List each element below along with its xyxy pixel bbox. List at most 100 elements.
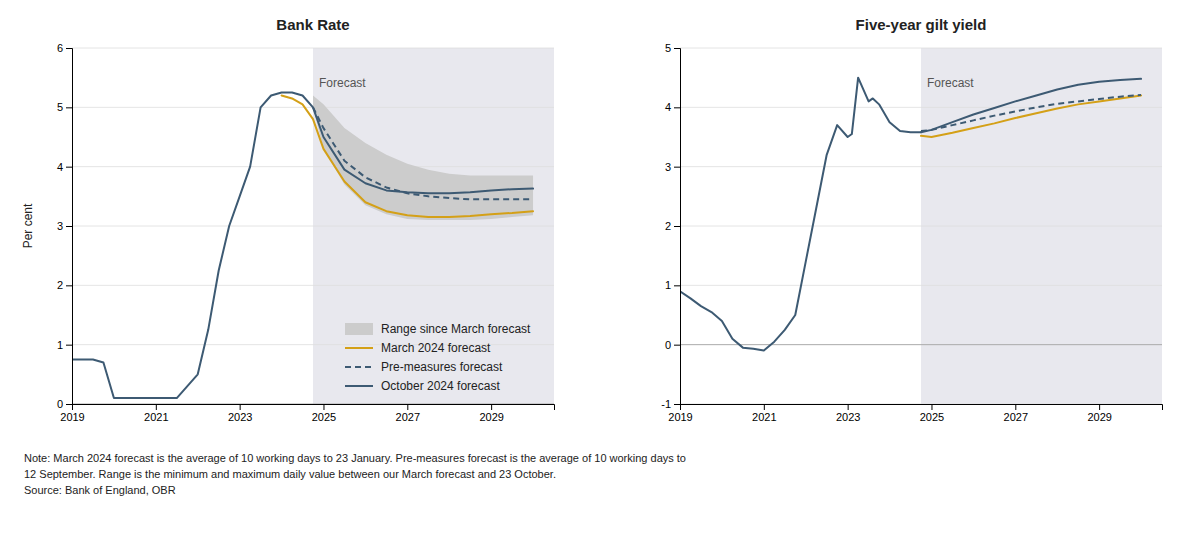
legend-swatch: [345, 347, 373, 349]
x-tick: 2025: [312, 404, 336, 423]
grid-line: [72, 48, 554, 49]
grid-line: [680, 107, 1162, 108]
grid-line: [680, 226, 1162, 227]
notes: Note: March 2024 forecast is the average…: [24, 452, 686, 496]
x-tick-mark: [1015, 404, 1016, 410]
y-tick-mark: [66, 404, 72, 405]
annotation: Forecast: [927, 76, 974, 90]
legend-label: Pre-measures forecast: [381, 360, 503, 374]
y-tick-label: 1: [665, 279, 671, 291]
note: Note: March 2024 forecast is the average…: [24, 452, 686, 464]
chart-panel: 2019202120232025202720290123456Bank Rate…: [21, 16, 555, 423]
series-line: [921, 95, 1141, 131]
x-tick-label: 2021: [144, 411, 168, 423]
y-tick-mark: [674, 345, 680, 346]
y-tick: 2: [665, 220, 680, 232]
x-tick: 2027: [1004, 404, 1028, 423]
x-axis-line: [73, 405, 555, 411]
y-tick-mark: [674, 107, 680, 108]
x-tick-label: 2019: [668, 411, 692, 423]
note: Source: Bank of England, OBR: [24, 484, 176, 496]
x-axis: 2019 2021 2023 2025 2027 2029: [668, 404, 1162, 423]
y-tick-mark: [66, 167, 72, 168]
x-tick-mark: [848, 404, 849, 410]
grid-line: [680, 344, 1162, 345]
y-tick-label: 6: [57, 42, 63, 54]
range-area: [313, 95, 533, 220]
y-tick-label: 5: [665, 42, 671, 54]
y-tick: 4: [57, 161, 72, 173]
series-group: [680, 78, 1141, 351]
grid-line: [680, 48, 1162, 49]
legend-label: Range since March forecast: [381, 322, 531, 336]
y-tick: 6: [57, 42, 72, 54]
y-tick-label: 0: [57, 398, 63, 410]
y-axis-line: [674, 49, 681, 405]
x-tick: 2029: [479, 404, 503, 423]
x-tick: 2019: [668, 404, 692, 423]
x-axis: 201920212023202520272029: [60, 404, 554, 423]
x-tick: 2019: [60, 404, 84, 423]
x-tick-mark: [323, 404, 324, 410]
legend-swatch: [345, 366, 373, 368]
grid-line: [680, 166, 1162, 167]
y-tick: 1: [57, 339, 72, 351]
legend-swatch: [345, 385, 373, 387]
y-tick-mark: [66, 48, 72, 49]
chart-title: Bank Rate: [276, 16, 349, 33]
legend-swatch: [345, 323, 373, 335]
y-axis: -1012345: [661, 42, 680, 410]
y-tick-label: 0: [665, 339, 671, 351]
series-line: [921, 95, 1141, 137]
grid-line: [72, 285, 554, 286]
y-tick: 2: [57, 279, 72, 291]
grid: [680, 48, 1162, 404]
x-tick-mark: [764, 404, 765, 410]
note: 12 September. Range is the minimum and m…: [24, 468, 556, 480]
x-tick: 2027: [396, 404, 420, 423]
x-tick-mark: [1099, 404, 1100, 410]
y-tick: 3: [57, 220, 72, 232]
series-line: [680, 78, 921, 351]
x-tick: 2029: [1087, 404, 1111, 423]
annotation: Forecast: [319, 76, 366, 90]
x-tick-mark: [407, 404, 408, 410]
chart-figure: 2019 2021 2023 2025 2027 2029 0 1 2 3 4 5 6 Bank Rate…: [0, 0, 1200, 536]
y-tick-mark: [674, 404, 680, 405]
y-tick: 0: [665, 339, 680, 351]
x-tick: 2021: [752, 404, 776, 423]
y-tick: 5: [57, 101, 72, 113]
x-tick-label: 2023: [836, 411, 860, 423]
x-tick-label: 2027: [1004, 411, 1028, 423]
legend-entry: Range since March forecast: [345, 322, 531, 336]
x-tick-label: 2029: [479, 411, 503, 423]
grid: [72, 48, 554, 404]
x-tick-mark: [491, 404, 492, 410]
y-tick-mark: [66, 285, 72, 286]
y-tick-mark: [66, 107, 72, 108]
grid-line: [72, 166, 554, 167]
x-tick-label: 2025: [920, 411, 944, 423]
x-tick: 2023: [836, 404, 860, 423]
y-tick-label: 2: [665, 220, 671, 232]
x-tick-mark: [931, 404, 932, 410]
y-tick-label: 2: [57, 279, 63, 291]
legend-entry: Pre-measures forecast: [345, 360, 503, 374]
y-tick-mark: [674, 167, 680, 168]
y-axis-line: [66, 49, 73, 405]
y-tick-mark: [674, 285, 680, 286]
y-tick: 3: [665, 161, 680, 173]
y-tick-label: 3: [57, 220, 63, 232]
legend-entry: March 2024 forecast: [345, 341, 491, 355]
y-tick-mark: [674, 48, 680, 49]
y-tick-label: 4: [665, 101, 671, 113]
y-tick-mark: [66, 226, 72, 227]
y-tick: 0: [57, 398, 72, 410]
x-tick-label: 2027: [396, 411, 420, 423]
x-tick-label: 2019: [60, 411, 84, 423]
y-tick-label: 1: [57, 339, 63, 351]
y-tick: 1: [665, 279, 680, 291]
y-axis: 0 1 2 3 4 5 6: [57, 42, 73, 410]
y-axis-title: Per cent: [21, 203, 35, 248]
y-tick-label: 3: [665, 161, 671, 173]
